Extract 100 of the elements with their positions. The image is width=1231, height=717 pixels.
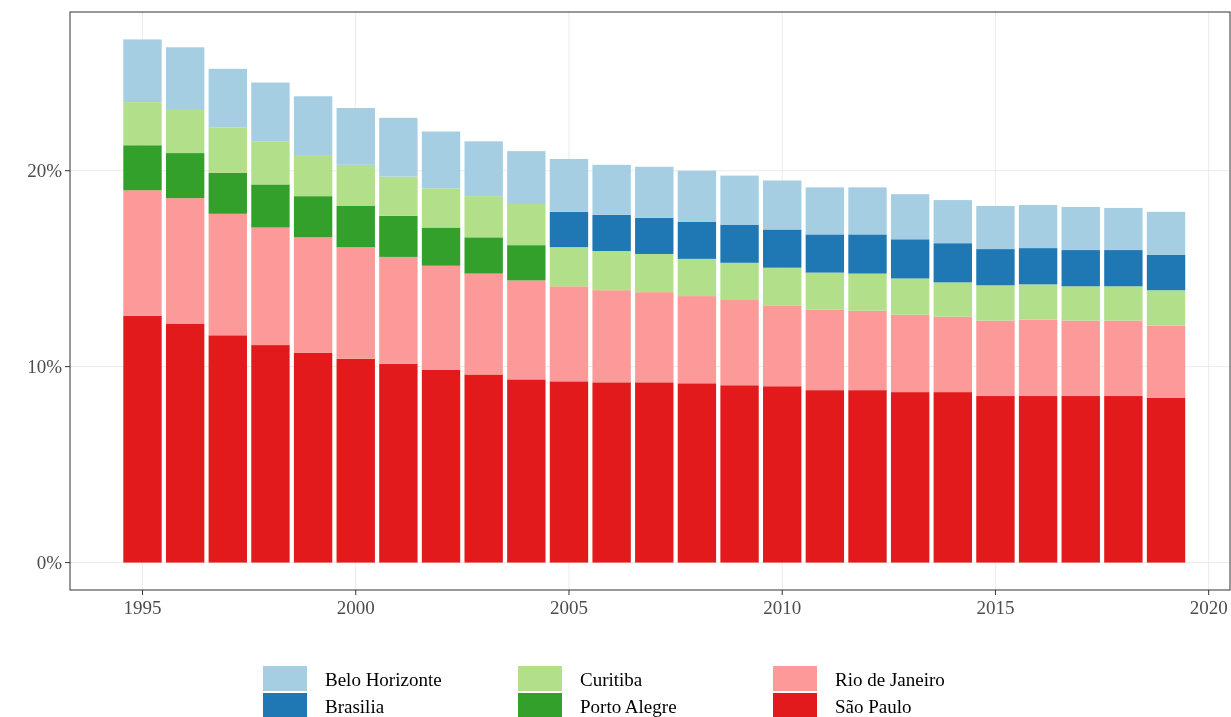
bar bbox=[635, 292, 674, 383]
bar bbox=[1104, 207, 1143, 251]
bar bbox=[165, 153, 205, 199]
bar bbox=[464, 374, 503, 563]
bar bbox=[805, 390, 845, 563]
bar bbox=[208, 127, 247, 173]
bar bbox=[1146, 211, 1186, 255]
x-tick-label: 2005 bbox=[549, 597, 588, 618]
bar bbox=[976, 249, 1015, 286]
bar bbox=[123, 190, 162, 316]
bar bbox=[1018, 396, 1058, 563]
bar bbox=[677, 296, 717, 384]
bar bbox=[165, 109, 205, 154]
bar bbox=[293, 237, 333, 353]
bar bbox=[1146, 325, 1186, 398]
bar bbox=[379, 117, 418, 177]
bar bbox=[763, 267, 802, 306]
legend-label: Brasilia bbox=[325, 695, 385, 717]
bar bbox=[507, 245, 546, 281]
bar bbox=[379, 256, 418, 364]
bar bbox=[933, 243, 972, 283]
bar bbox=[635, 217, 674, 254]
bar bbox=[677, 221, 717, 259]
bar bbox=[293, 96, 333, 156]
bar bbox=[720, 175, 759, 225]
bar bbox=[549, 381, 589, 563]
bar bbox=[763, 305, 802, 387]
bar bbox=[208, 68, 247, 128]
bar bbox=[763, 180, 802, 230]
bar bbox=[805, 309, 845, 391]
bar bbox=[848, 187, 887, 235]
bar bbox=[336, 164, 375, 206]
legend-label: São Paulo bbox=[835, 695, 912, 717]
bar bbox=[1104, 320, 1143, 397]
bar bbox=[1104, 250, 1143, 287]
bar bbox=[507, 151, 546, 205]
bar bbox=[976, 285, 1015, 321]
bar bbox=[336, 247, 375, 359]
bar bbox=[1018, 248, 1058, 285]
y-tick-label: 0% bbox=[36, 552, 63, 574]
bar bbox=[293, 155, 333, 197]
bar bbox=[763, 229, 802, 268]
bar bbox=[507, 379, 546, 563]
bar bbox=[933, 316, 972, 393]
bar bbox=[592, 214, 631, 252]
bar bbox=[165, 198, 205, 324]
bar bbox=[1061, 320, 1100, 397]
bar bbox=[592, 290, 631, 383]
bar bbox=[933, 282, 972, 317]
bar bbox=[677, 170, 717, 222]
bar bbox=[592, 251, 631, 291]
bar bbox=[251, 345, 290, 563]
bar bbox=[720, 224, 759, 263]
bar bbox=[464, 141, 503, 197]
bar bbox=[421, 131, 461, 189]
bar bbox=[890, 278, 930, 315]
legend-label: Porto Alegre bbox=[580, 695, 677, 717]
bar bbox=[720, 385, 759, 563]
bar bbox=[165, 323, 205, 563]
bar bbox=[549, 286, 589, 382]
bar bbox=[293, 352, 333, 563]
bar bbox=[848, 310, 887, 391]
bar bbox=[763, 386, 802, 563]
bar bbox=[890, 194, 930, 240]
bar bbox=[1061, 250, 1100, 287]
bar bbox=[421, 369, 461, 563]
bar bbox=[976, 396, 1015, 563]
bar bbox=[421, 227, 461, 266]
bar bbox=[1146, 397, 1186, 563]
bar bbox=[592, 164, 631, 215]
y-tick-label: 10% bbox=[27, 356, 63, 378]
y-tick-label: 20% bbox=[27, 160, 63, 182]
bar bbox=[805, 272, 845, 310]
bar bbox=[208, 213, 247, 336]
bar bbox=[592, 382, 631, 563]
bar bbox=[635, 382, 674, 563]
bar bbox=[208, 172, 247, 214]
bar bbox=[251, 184, 290, 228]
x-tick-label: 2020 bbox=[1189, 597, 1228, 618]
legend-label: Rio de Janeiro bbox=[835, 668, 945, 690]
bar bbox=[677, 383, 717, 563]
bar bbox=[507, 204, 546, 246]
bar bbox=[336, 205, 375, 248]
bar bbox=[123, 315, 162, 563]
bar bbox=[123, 39, 162, 103]
bar bbox=[549, 247, 589, 287]
bar bbox=[677, 258, 717, 297]
bar bbox=[251, 82, 290, 142]
bar bbox=[251, 227, 290, 346]
bar bbox=[1104, 396, 1143, 563]
bar bbox=[976, 205, 1015, 250]
bar bbox=[1018, 204, 1058, 249]
bar bbox=[421, 265, 461, 370]
bar bbox=[336, 358, 375, 563]
bar bbox=[890, 392, 930, 563]
bar bbox=[805, 187, 845, 235]
bar bbox=[251, 141, 290, 185]
bar bbox=[720, 262, 759, 301]
bar bbox=[1061, 206, 1100, 251]
bar bbox=[635, 253, 674, 293]
